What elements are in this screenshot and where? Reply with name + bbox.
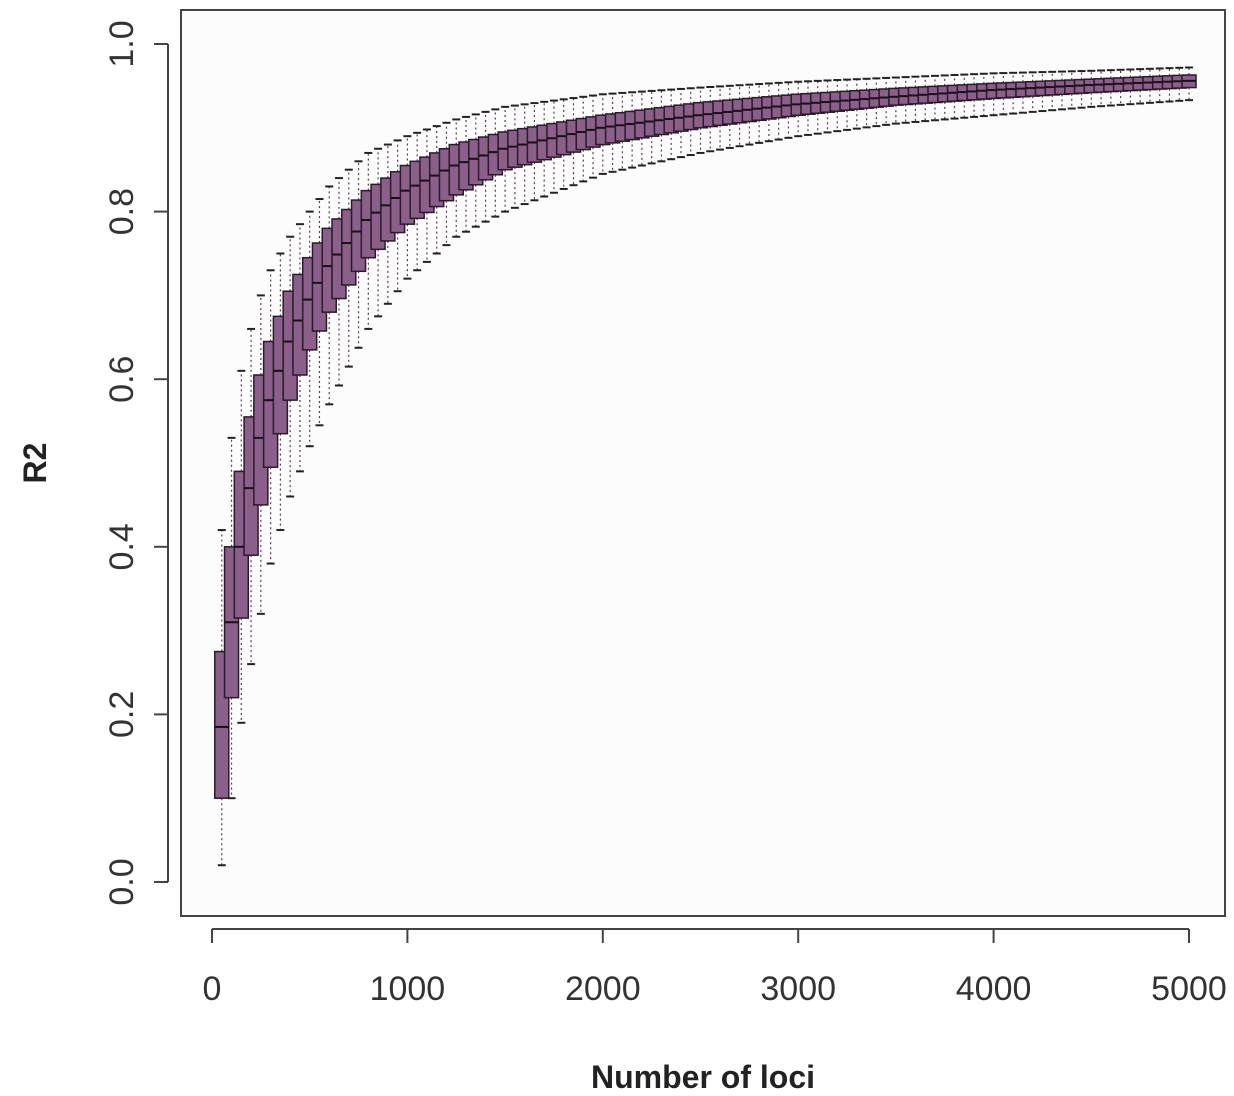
plot-frame [180,9,1226,917]
axes-layer: 0 1000 2000 3000 4000 5000 0.0 0.2 0.4 0.6 0.8 1.0 [103,20,1227,1008]
y-tick-label-0.4: 0.4 [103,523,141,570]
y-tick-label-1.0: 1.0 [103,20,141,67]
y-tick-label-0.2: 0.2 [103,691,141,738]
x-tick-label-0: 0 [203,970,222,1008]
box-3650 [917,75,933,123]
x-tick-label-4000: 4000 [956,970,1032,1008]
x-axis-title: Number of loci [591,1059,815,1095]
x-tick-label-3000: 3000 [760,970,836,1008]
box-350 [272,252,289,532]
box-5000 [1181,66,1197,102]
x-tick-label-1000: 1000 [370,970,446,1008]
boxes-layer [214,66,1197,867]
y-tick-label-0.0: 0.0 [103,858,141,905]
y-axis-title: R2 [17,443,53,484]
y-tick-label-0.8: 0.8 [103,188,141,235]
y-tick-label-0.6: 0.6 [103,356,141,403]
x-tick-label-5000: 5000 [1151,970,1227,1008]
x-tick-label-2000: 2000 [565,970,641,1008]
